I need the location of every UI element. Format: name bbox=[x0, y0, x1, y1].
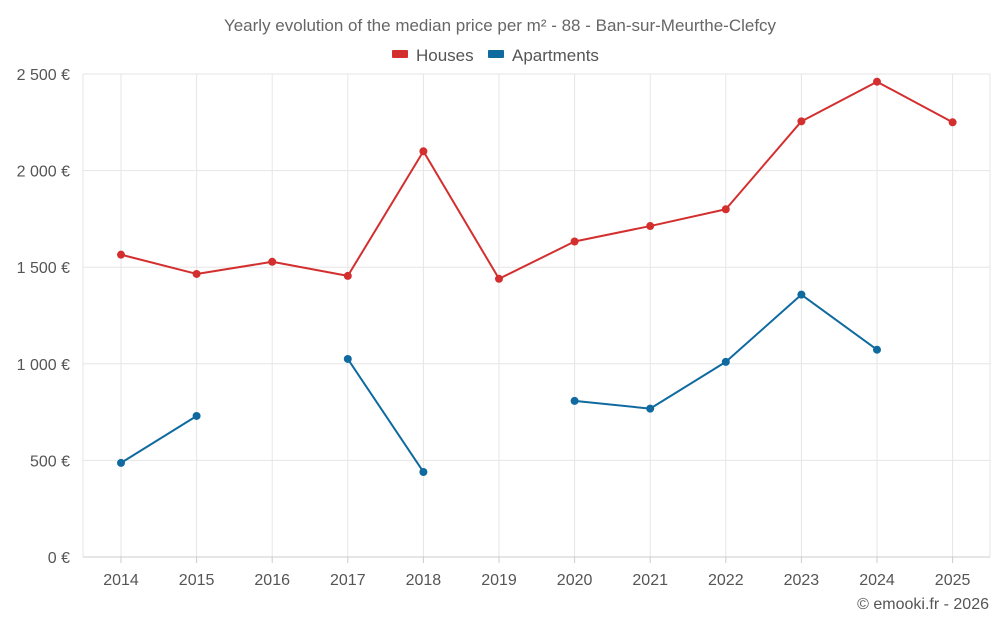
x-tick-label: 2014 bbox=[103, 572, 139, 589]
data-point-houses[interactable] bbox=[948, 118, 957, 127]
x-tick-label: 2015 bbox=[179, 572, 215, 589]
x-tick-label: 2016 bbox=[254, 572, 290, 589]
x-tick-label: 2021 bbox=[632, 572, 668, 589]
data-point-apartments[interactable] bbox=[873, 345, 881, 354]
legend-label-apartments: Apartments bbox=[512, 46, 599, 65]
x-tick-label: 2023 bbox=[784, 572, 820, 589]
data-point-apartments[interactable] bbox=[419, 467, 428, 476]
series-houses bbox=[117, 77, 957, 283]
y-tick-label: 1 000 € bbox=[17, 357, 70, 374]
data-point-houses[interactable] bbox=[419, 147, 428, 156]
y-tick-label: 1 500 € bbox=[17, 260, 70, 277]
data-point-apartments[interactable] bbox=[721, 357, 730, 366]
y-tick-label: 500 € bbox=[30, 453, 70, 470]
x-tick-label: 2020 bbox=[557, 572, 593, 589]
legend-item-houses[interactable]: Houses bbox=[392, 46, 474, 65]
data-point-apartments[interactable] bbox=[797, 290, 806, 299]
data-point-houses[interactable] bbox=[570, 237, 579, 246]
data-point-houses[interactable] bbox=[873, 77, 881, 86]
legend-swatch-houses bbox=[392, 50, 408, 58]
y-tick-label: 2 000 € bbox=[17, 164, 70, 181]
series-line-apartments bbox=[346, 358, 425, 473]
x-tick-label: 2024 bbox=[859, 572, 895, 589]
data-point-houses[interactable] bbox=[646, 222, 655, 231]
grid bbox=[82, 73, 991, 557]
x-tick-label: 2017 bbox=[330, 572, 366, 589]
series-line-apartments bbox=[120, 415, 198, 464]
series bbox=[117, 77, 957, 476]
x-tick-label: 2018 bbox=[406, 572, 442, 589]
data-point-houses[interactable] bbox=[268, 257, 277, 266]
x-tick-label: 2022 bbox=[708, 572, 744, 589]
data-point-houses[interactable] bbox=[343, 271, 352, 280]
x-tick-label: 2019 bbox=[481, 572, 517, 589]
data-point-apartments[interactable] bbox=[570, 396, 579, 405]
data-point-apartments[interactable] bbox=[117, 458, 125, 467]
data-point-apartments[interactable] bbox=[646, 404, 655, 413]
legend-label-houses: Houses bbox=[416, 46, 474, 65]
data-point-houses[interactable] bbox=[797, 117, 806, 126]
data-point-apartments[interactable] bbox=[343, 354, 352, 363]
series-apartments bbox=[117, 290, 881, 476]
data-point-houses[interactable] bbox=[495, 274, 503, 283]
data-point-houses[interactable] bbox=[117, 250, 125, 259]
legend: Houses Apartments bbox=[392, 46, 599, 65]
data-point-houses[interactable] bbox=[192, 269, 201, 278]
data-point-apartments[interactable] bbox=[192, 411, 201, 420]
y-tick-label: 2 500 € bbox=[17, 67, 70, 84]
y-tick-label: 0 € bbox=[48, 550, 70, 567]
y-axis-ticks: 0 € 500 € 1 000 € 1 500 € 2 000 € 2 500 € bbox=[17, 67, 70, 567]
x-axis-ticks: 2014 2015 2016 2017 2018 2019 2020 2021 2022 2023… bbox=[103, 557, 970, 589]
x-tick-label: 2025 bbox=[935, 572, 971, 589]
legend-swatch-apartments bbox=[488, 50, 504, 58]
chart-title: Yearly evolution of the median price per… bbox=[224, 16, 777, 35]
series-line-houses bbox=[120, 80, 954, 280]
data-point-houses[interactable] bbox=[721, 205, 730, 214]
credit-text: © emooki.fr - 2026 bbox=[857, 596, 989, 613]
legend-item-apartments[interactable]: Apartments bbox=[488, 46, 599, 65]
